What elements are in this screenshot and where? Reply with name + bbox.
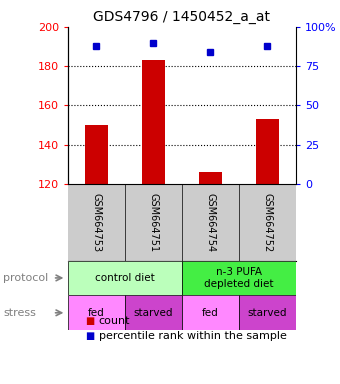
Text: GSM664753: GSM664753: [91, 193, 101, 252]
Bar: [68, 295, 125, 330]
Text: count: count: [99, 316, 130, 326]
Text: ■: ■: [85, 331, 94, 341]
Text: fed: fed: [88, 308, 105, 318]
Bar: [85, 125, 108, 184]
Title: GDS4796 / 1450452_a_at: GDS4796 / 1450452_a_at: [94, 10, 270, 25]
Bar: [199, 172, 222, 184]
Text: stress: stress: [3, 308, 36, 318]
Bar: [125, 295, 182, 330]
Text: protocol: protocol: [3, 273, 49, 283]
Text: n-3 PUFA
depleted diet: n-3 PUFA depleted diet: [204, 267, 274, 289]
Text: fed: fed: [202, 308, 219, 318]
Bar: [182, 260, 296, 295]
Text: GSM664752: GSM664752: [262, 192, 272, 252]
Text: control diet: control diet: [95, 273, 155, 283]
Text: percentile rank within the sample: percentile rank within the sample: [99, 331, 287, 341]
Bar: [256, 119, 279, 184]
Text: starved: starved: [134, 308, 173, 318]
Bar: [239, 295, 296, 330]
Text: starved: starved: [248, 308, 287, 318]
Text: GSM664754: GSM664754: [205, 193, 215, 252]
Bar: [68, 260, 182, 295]
Bar: [142, 60, 165, 184]
Bar: [182, 295, 239, 330]
Text: GSM664751: GSM664751: [149, 193, 158, 252]
Text: ■: ■: [85, 316, 94, 326]
